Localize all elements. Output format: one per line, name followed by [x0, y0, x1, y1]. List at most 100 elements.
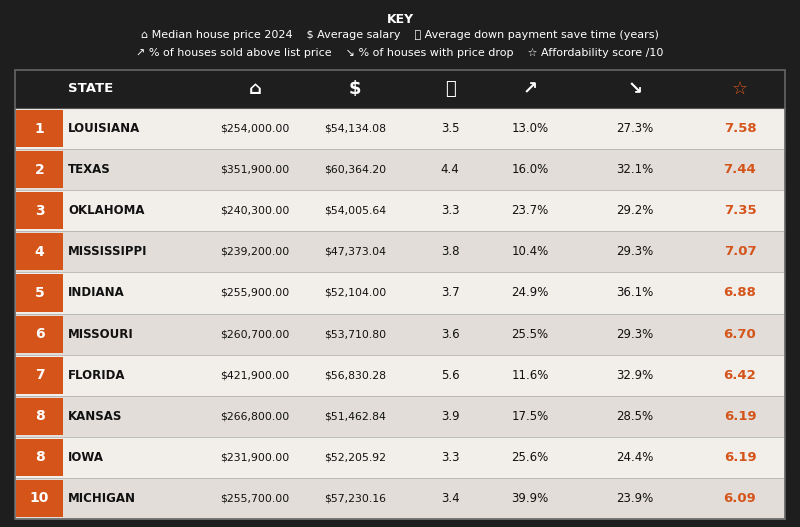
Text: MISSISSIPPI: MISSISSIPPI: [68, 246, 147, 258]
FancyBboxPatch shape: [16, 192, 63, 229]
Text: KEY: KEY: [386, 13, 414, 26]
Text: 3.5: 3.5: [441, 122, 459, 135]
Text: $52,205.92: $52,205.92: [324, 452, 386, 462]
Text: $51,462.84: $51,462.84: [324, 411, 386, 421]
FancyBboxPatch shape: [15, 70, 785, 108]
Text: 16.0%: 16.0%: [511, 163, 549, 176]
Text: $266,800.00: $266,800.00: [220, 411, 290, 421]
FancyBboxPatch shape: [15, 314, 785, 355]
Text: 29.3%: 29.3%: [616, 246, 654, 258]
Text: ↘: ↘: [627, 80, 642, 98]
Text: $60,364.20: $60,364.20: [324, 164, 386, 174]
Text: MISSOURI: MISSOURI: [68, 328, 134, 340]
Text: 39.9%: 39.9%: [511, 492, 549, 505]
Text: ☆: ☆: [732, 80, 748, 98]
Text: $421,900.00: $421,900.00: [220, 370, 290, 380]
FancyBboxPatch shape: [15, 272, 785, 314]
Text: 7.58: 7.58: [724, 122, 756, 135]
Text: $255,900.00: $255,900.00: [220, 288, 290, 298]
Text: $239,200.00: $239,200.00: [220, 247, 290, 257]
Text: $260,700.00: $260,700.00: [220, 329, 290, 339]
FancyBboxPatch shape: [15, 396, 785, 437]
Text: $54,005.64: $54,005.64: [324, 206, 386, 216]
Text: 6.88: 6.88: [723, 287, 757, 299]
Text: 3.3: 3.3: [441, 451, 459, 464]
Text: INDIANA: INDIANA: [68, 287, 125, 299]
Text: 7.35: 7.35: [724, 204, 756, 217]
Text: 7: 7: [34, 368, 44, 382]
FancyBboxPatch shape: [15, 231, 785, 272]
Text: $53,710.80: $53,710.80: [324, 329, 386, 339]
FancyBboxPatch shape: [15, 478, 785, 519]
Text: 24.4%: 24.4%: [616, 451, 654, 464]
Text: 5.6: 5.6: [441, 369, 459, 382]
Text: 10.4%: 10.4%: [511, 246, 549, 258]
FancyBboxPatch shape: [15, 149, 785, 190]
Text: TEXAS: TEXAS: [68, 163, 110, 176]
Text: 5: 5: [34, 286, 44, 300]
Text: 2: 2: [34, 163, 44, 177]
Text: 4: 4: [34, 245, 44, 259]
Text: 3: 3: [34, 204, 44, 218]
Text: 10: 10: [30, 492, 49, 505]
Text: OKLAHOMA: OKLAHOMA: [68, 204, 145, 217]
Text: $231,900.00: $231,900.00: [220, 452, 290, 462]
Text: 3.9: 3.9: [441, 410, 459, 423]
Text: $: $: [349, 80, 362, 98]
Text: 8: 8: [34, 451, 44, 464]
Text: 24.9%: 24.9%: [511, 287, 549, 299]
Text: ⧉: ⧉: [445, 80, 455, 98]
FancyBboxPatch shape: [16, 110, 63, 147]
Text: KANSAS: KANSAS: [68, 410, 122, 423]
Text: 3.7: 3.7: [441, 287, 459, 299]
FancyBboxPatch shape: [16, 275, 63, 311]
Text: 25.6%: 25.6%: [511, 451, 549, 464]
FancyBboxPatch shape: [15, 437, 785, 478]
FancyBboxPatch shape: [16, 233, 63, 270]
Text: $351,900.00: $351,900.00: [220, 164, 290, 174]
Text: $56,830.28: $56,830.28: [324, 370, 386, 380]
Text: $47,373.04: $47,373.04: [324, 247, 386, 257]
Text: 32.1%: 32.1%: [616, 163, 654, 176]
Text: LOUISIANA: LOUISIANA: [68, 122, 140, 135]
Text: ⌂: ⌂: [249, 80, 262, 98]
FancyBboxPatch shape: [16, 398, 63, 435]
Text: 7.07: 7.07: [724, 246, 756, 258]
Text: 27.3%: 27.3%: [616, 122, 654, 135]
Text: MICHIGAN: MICHIGAN: [68, 492, 136, 505]
Text: $57,230.16: $57,230.16: [324, 493, 386, 503]
FancyBboxPatch shape: [16, 439, 63, 476]
FancyBboxPatch shape: [16, 316, 63, 353]
Text: 13.0%: 13.0%: [511, 122, 549, 135]
Text: 7.44: 7.44: [724, 163, 756, 176]
Text: 29.2%: 29.2%: [616, 204, 654, 217]
Text: 6.42: 6.42: [724, 369, 756, 382]
Text: $255,700.00: $255,700.00: [220, 493, 290, 503]
Text: 28.5%: 28.5%: [617, 410, 654, 423]
Text: 6.70: 6.70: [724, 328, 756, 340]
Text: 17.5%: 17.5%: [511, 410, 549, 423]
Text: 4.4: 4.4: [441, 163, 459, 176]
Text: ↗ % of houses sold above list price    ↘ % of houses with price drop    ☆ Afford: ↗ % of houses sold above list price ↘ % …: [136, 48, 664, 58]
Text: 36.1%: 36.1%: [616, 287, 654, 299]
Text: 3.6: 3.6: [441, 328, 459, 340]
Text: ↗: ↗: [522, 80, 538, 98]
Text: 3.8: 3.8: [441, 246, 459, 258]
FancyBboxPatch shape: [16, 151, 63, 188]
Text: 6: 6: [34, 327, 44, 341]
Text: FLORIDA: FLORIDA: [68, 369, 126, 382]
Text: STATE: STATE: [68, 83, 114, 95]
Text: $240,300.00: $240,300.00: [220, 206, 290, 216]
Text: 11.6%: 11.6%: [511, 369, 549, 382]
Text: 6.19: 6.19: [724, 451, 756, 464]
Text: 32.9%: 32.9%: [616, 369, 654, 382]
Text: 1: 1: [34, 122, 44, 135]
Text: 6.09: 6.09: [724, 492, 756, 505]
Text: 8: 8: [34, 409, 44, 423]
Text: $52,104.00: $52,104.00: [324, 288, 386, 298]
Text: $54,134.08: $54,134.08: [324, 123, 386, 133]
FancyBboxPatch shape: [15, 108, 785, 149]
FancyBboxPatch shape: [16, 357, 63, 394]
FancyBboxPatch shape: [15, 355, 785, 396]
Text: 3.3: 3.3: [441, 204, 459, 217]
